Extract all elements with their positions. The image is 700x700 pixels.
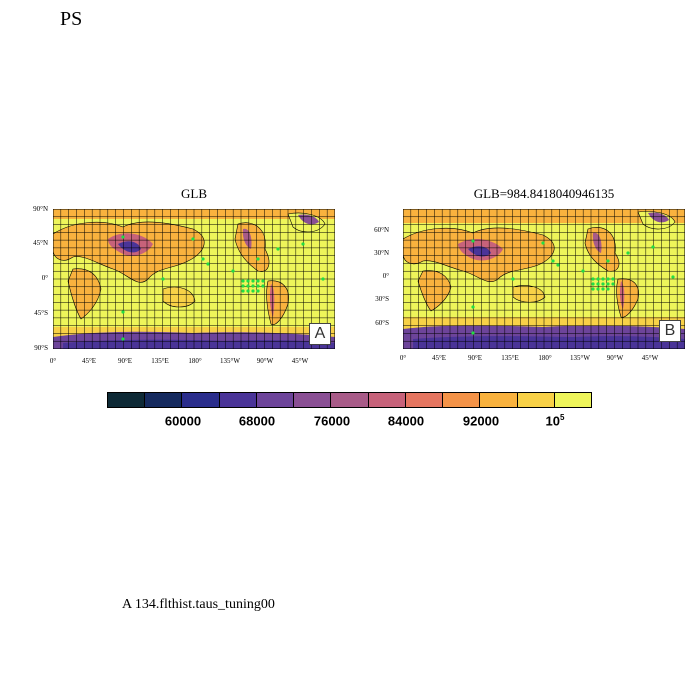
colorbar-swatch	[368, 393, 406, 407]
panel-b-lon-label: 90°E	[467, 354, 483, 362]
colorbar-swatch	[480, 393, 518, 407]
colorbar-label: 92000	[462, 413, 500, 429]
panel-a-lon-label: 135°W	[220, 357, 240, 365]
colorbar-label: 68000	[238, 413, 276, 429]
colorbar-swatch	[256, 393, 295, 407]
colorbar-label: 105	[545, 413, 565, 429]
panel-b-lon-label: 45°W	[641, 354, 659, 362]
panel-b-lat-label: 60°N	[374, 226, 389, 234]
colorbar-label: 84000	[387, 413, 425, 429]
colorbar-swatch	[219, 393, 257, 407]
panel-a-title: GLB	[181, 186, 207, 201]
map-panel-a	[53, 209, 335, 349]
panel-a-lon-label: 180°	[188, 357, 202, 365]
panel-b-lon-label: 45°E	[431, 354, 447, 362]
panel-b-lat-label: 30°N	[374, 249, 389, 257]
panel-a-lat-label: 90°N	[33, 205, 48, 213]
panel-a-lon-label: 90°E	[117, 357, 133, 365]
panel-b-lon-label: 135°W	[570, 354, 590, 362]
panel-a-lon-label: 135°E	[151, 357, 169, 365]
panel-a-lon-label: 45°W	[291, 357, 309, 365]
colorbar-swatch	[517, 393, 555, 407]
colorbar-swatch	[443, 393, 481, 407]
panel-b-lon-label: 180°	[538, 354, 552, 362]
panel-b-lon-label: 90°W	[606, 354, 624, 362]
panel-a-lat-label: 0°	[41, 274, 48, 282]
panel-a-lon-label: 45°E	[81, 357, 97, 365]
colorbar	[107, 392, 592, 408]
colorbar-swatch	[405, 393, 444, 407]
panel-b-badge: B	[659, 320, 681, 342]
colorbar-swatch	[145, 393, 183, 407]
colorbar-label: 76000	[313, 413, 351, 429]
page-title: PS	[60, 8, 83, 30]
panel-a-lon-label: 0°	[49, 357, 57, 365]
colorbar-swatch	[108, 393, 146, 407]
panel-a-badge: A	[309, 323, 331, 345]
panel-a-lat-label: 90°S	[34, 344, 48, 352]
panel-b-lat-label: 30°S	[375, 295, 389, 303]
panel-b-lon-label: 0°	[399, 354, 407, 362]
colorbar-swatch	[294, 393, 332, 407]
panel-a-lon-label: 90°W	[256, 357, 274, 365]
map-panel-b	[403, 209, 685, 349]
panel-b-lon-label: 135°E	[501, 354, 519, 362]
case-label: A 134.flthist.taus_tuning00	[122, 597, 275, 612]
panel-b-lat-label: 60°S	[375, 319, 389, 327]
panel-b-title: GLB=984.8418040946135	[473, 186, 615, 201]
panel-a-lat-label: 45°S	[34, 309, 48, 317]
colorbar-label: 60000	[164, 413, 202, 429]
colorbar-swatch	[554, 393, 592, 407]
colorbar-swatch	[182, 393, 220, 407]
panel-b-lat-label: 0°	[382, 272, 389, 280]
panel-a-lat-label: 45°N	[33, 239, 48, 247]
colorbar-swatch	[331, 393, 369, 407]
